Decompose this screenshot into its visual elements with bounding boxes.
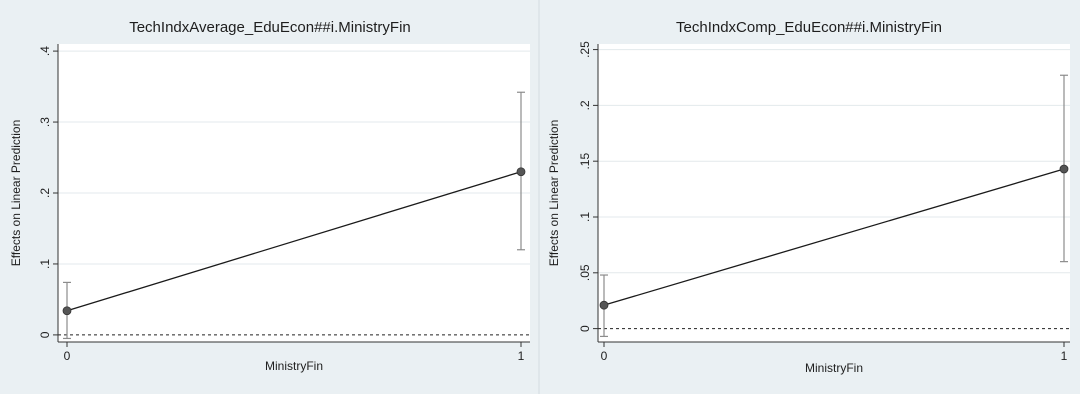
data-point <box>599 300 609 310</box>
x-axis-title: MinistryFin <box>805 361 863 375</box>
series-line <box>603 168 1065 306</box>
chart-svg-comp: TechIndxComp_EduEcon##i.MinistryFin 0 .05.… <box>547 19 1070 375</box>
data-point <box>1059 164 1069 174</box>
y-axis-title: Effects on Linear Prediction <box>9 120 23 267</box>
x-tick-label: 1 <box>1061 349 1068 363</box>
data-point <box>516 167 526 177</box>
x-tick-label: 0 <box>601 349 608 363</box>
chart-title: TechIndxComp_EduEcon##i.MinistryFin <box>676 19 942 36</box>
x-tick-label: 1 <box>518 349 525 363</box>
y-axis-title: Effects on Linear Prediction <box>547 120 561 267</box>
chart-panel-average: TechIndxAverage_EduEcon##i.MinistryFin 0.… <box>4 14 536 392</box>
y-tick-label: .3 <box>38 117 52 127</box>
y-tick-label: .2 <box>578 100 592 110</box>
y-tick-label: .4 <box>38 46 52 56</box>
chart-title: TechIndxAverage_EduEcon##i.MinistryFin <box>129 19 411 36</box>
y-tick-label: .25 <box>578 41 592 58</box>
x-axis-title: MinistryFin <box>265 359 323 373</box>
data-point <box>62 306 72 316</box>
plot-area <box>598 44 1070 342</box>
chart-panel-comp: TechIndxComp_EduEcon##i.MinistryFin 0 .05.… <box>542 14 1076 392</box>
panel-divider <box>538 0 540 394</box>
y-tick-label: .2 <box>38 188 52 198</box>
chart-svg-average: TechIndxAverage_EduEcon##i.MinistryFin 0.… <box>9 19 530 373</box>
y-tick-label: .1 <box>38 259 52 269</box>
x-tick-label: 0 <box>64 349 71 363</box>
y-tick-label: 0 <box>578 325 592 332</box>
y-tick-label: .15 <box>578 153 592 170</box>
y-tick-label: .1 <box>578 212 592 222</box>
series-line <box>66 171 522 312</box>
y-tick-label: 0 <box>38 331 52 338</box>
y-tick-label: .05 <box>578 264 592 281</box>
